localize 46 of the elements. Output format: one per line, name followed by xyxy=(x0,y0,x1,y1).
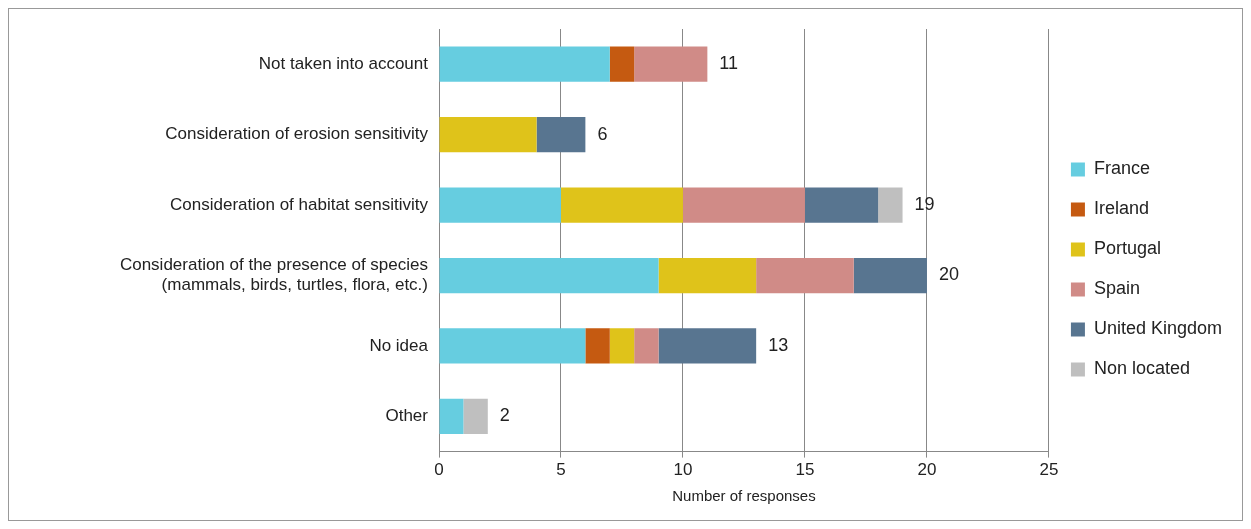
bar xyxy=(756,257,854,294)
y-tick-label: Consideration of the presence of species (mammals, birds, turtles, flora, etc.) xyxy=(119,255,428,295)
bar xyxy=(560,187,683,223)
bar xyxy=(853,257,927,294)
y-tick-label: No idea xyxy=(369,335,429,355)
bar xyxy=(804,187,879,223)
legend-label: United Kingdom xyxy=(1093,318,1222,339)
total-label: 19 xyxy=(914,194,935,215)
bar xyxy=(634,328,659,364)
legend-label: Spain xyxy=(1093,278,1140,299)
bar xyxy=(609,46,635,82)
x-tick-label: 15 xyxy=(795,460,815,480)
x-tick-label: 10 xyxy=(673,460,693,480)
bar xyxy=(878,187,903,223)
bar xyxy=(658,328,757,364)
bar xyxy=(634,46,708,82)
total-label: 13 xyxy=(768,334,789,355)
x-tick-label: 25 xyxy=(1039,460,1059,480)
x-tick-label: 5 xyxy=(556,460,566,480)
y-tick-label: Consideration of erosion sensitivity xyxy=(165,124,429,144)
x-tick-label: 20 xyxy=(917,460,937,480)
x-axis-title: Number of responses xyxy=(672,487,816,505)
bar xyxy=(439,187,561,223)
bar xyxy=(658,257,757,294)
total-label: 20 xyxy=(938,264,959,285)
bar xyxy=(609,328,635,364)
bar xyxy=(439,257,659,294)
legend-label: Portugal xyxy=(1093,238,1161,259)
y-tick-label: Consideration of habitat sensitivity xyxy=(170,194,429,214)
bar xyxy=(463,398,488,434)
legend-label: Non located xyxy=(1093,358,1190,379)
legend-label: France xyxy=(1093,158,1150,179)
bar xyxy=(536,117,586,153)
legend-label: Ireland xyxy=(1093,198,1149,219)
y-tick-label: Not taken into account xyxy=(258,53,429,73)
bar xyxy=(439,46,610,82)
x-tick-label: 0 xyxy=(434,460,444,480)
bar xyxy=(682,187,805,223)
total-label: 11 xyxy=(719,53,739,74)
bar xyxy=(439,117,537,153)
y-tick-label: Other xyxy=(385,406,429,426)
bar xyxy=(585,328,610,364)
total-label: 6 xyxy=(597,123,608,144)
bar xyxy=(439,328,586,364)
bar xyxy=(439,398,464,434)
total-label: 2 xyxy=(499,405,510,426)
